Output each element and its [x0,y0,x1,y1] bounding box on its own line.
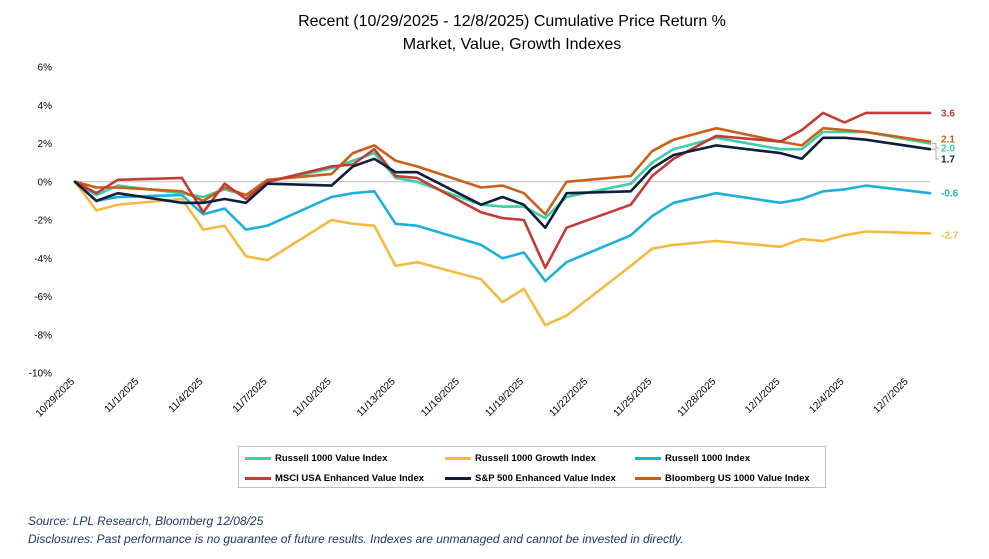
disclosure-note: Disclosures: Past performance is no guar… [28,532,684,546]
series-line-5 [73,126,932,216]
legend: Russell 1000 Value Index Russell 1000 Gr… [238,446,826,488]
chart-title: Recent (10/29/2025 - 12/8/2025) Cumulati… [298,13,726,30]
end-label: 2.0 [941,144,955,155]
end-label-leader [932,148,939,160]
x-tick-label: 11/25/2025 [612,376,655,419]
legend-item-sp500-enhanced-value: S&P 500 Enhanced Value Index [445,469,616,487]
legend-item-russell-1000-value: Russell 1000 Value Index [245,449,387,467]
legend-label: Russell 1000 Value Index [275,452,388,464]
x-tick-label: 11/10/2025 [291,376,334,419]
end-label: 2.1 [941,135,955,146]
end-label: 1.7 [941,155,955,166]
end-labels: 3.6 2.12.01.7 -0.6 -2.7 [932,109,959,242]
y-tick-label: -4% [34,254,52,265]
x-tick-label: 11/28/2025 [676,376,719,419]
x-tick-label: 12/4/2025 [807,376,847,416]
y-tick-label: 0% [38,177,53,188]
series-line-4 [73,136,932,229]
x-tick-label: 11/22/2025 [547,376,590,419]
legend-swatch [245,476,271,480]
x-tick-label: 11/1/2025 [103,376,142,415]
x-axis: 10/29/2025 11/1/2025 11/4/2025 11/7/2025 11/… [34,181,930,420]
legend-label: Russell 1000 Growth Index [475,452,596,464]
legend-label: Russell 1000 Index [665,452,751,464]
y-axis: 6% 4% 2% 0% -2% -4% -6% -8% -10% [29,63,52,380]
end-label: 3.6 [941,109,955,120]
legend-swatch [445,456,471,460]
source-note: Source: LPL Research, Bloomberg 12/08/25 [28,514,264,528]
legend-label: Bloomberg US 1000 Value Index [665,472,810,484]
y-tick-label: 6% [38,63,53,74]
series-line-3 [73,111,932,270]
series-line-1 [73,180,932,327]
end-label: -0.6 [941,189,959,200]
legend-swatch [245,456,271,460]
y-tick-label: -6% [34,292,52,303]
legend-item-bloomberg-us-1000-value: Bloomberg US 1000 Value Index [635,469,810,487]
x-tick-label: 11/13/2025 [355,376,398,419]
line-chart: 6% 4% 2% 0% -2% -4% -6% -8% -10% 10/29/2025 11/1/… [29,63,959,420]
y-tick-label: -8% [34,330,52,341]
chart-subtitle: Market, Value, Growth Indexes [402,36,622,53]
y-tick-label: -2% [34,216,52,227]
y-tick-label: 4% [38,101,53,112]
x-tick-label: 11/16/2025 [419,376,462,419]
x-tick-label: 12/7/2025 [872,376,912,416]
legend-label: S&P 500 Enhanced Value Index [475,472,616,484]
x-tick-label: 12/1/2025 [743,376,783,416]
legend-item-russell-1000-growth: Russell 1000 Growth Index [445,449,596,467]
end-label: -2.7 [941,231,959,242]
y-tick-label: 2% [38,139,53,150]
legend-swatch [635,456,661,460]
legend-swatch [445,476,471,480]
y-tick-label: -10% [29,369,52,380]
x-tick-label: 10/29/2025 [34,376,77,419]
legend-swatch [635,476,661,480]
legend-item-msci-usa-enhanced-value: MSCI USA Enhanced Value Index [245,469,424,487]
legend-label: MSCI USA Enhanced Value Index [275,472,425,484]
x-tick-label: 11/4/2025 [167,376,206,415]
series-line-2 [73,180,932,283]
end-label-leader [932,143,939,149]
legend-item-russell-1000: Russell 1000 Index [635,449,750,467]
x-tick-label: 11/19/2025 [483,376,526,419]
series-lines [73,111,932,327]
x-tick-label: 11/7/2025 [231,376,270,415]
